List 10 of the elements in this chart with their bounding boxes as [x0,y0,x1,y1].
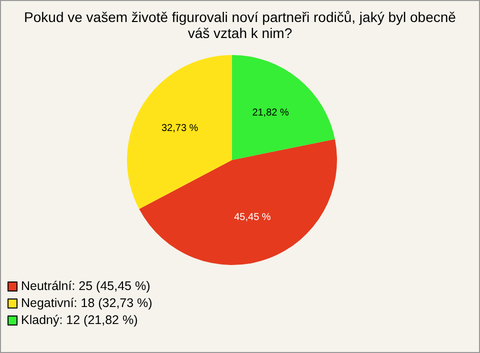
data-label: 21,82 % [252,108,290,118]
legend-label: Negativní: 18 (32,73 %) [21,296,152,310]
data-label: 45,45 % [234,212,271,223]
pie-slice [127,55,232,210]
pie-slice [139,139,337,265]
legend-label: Kladný: 12 (21,82 %) [21,313,138,327]
chart-title: Pokud ve vašem životě figurovali noví partneři rodičů, jaký byl obecně váš vztah k nim? [24,9,456,41]
legend-label: Neutrální: 25 (45,45 %) [21,279,150,293]
data-label: 32,73 % [161,123,198,134]
pie-slice [232,55,335,160]
